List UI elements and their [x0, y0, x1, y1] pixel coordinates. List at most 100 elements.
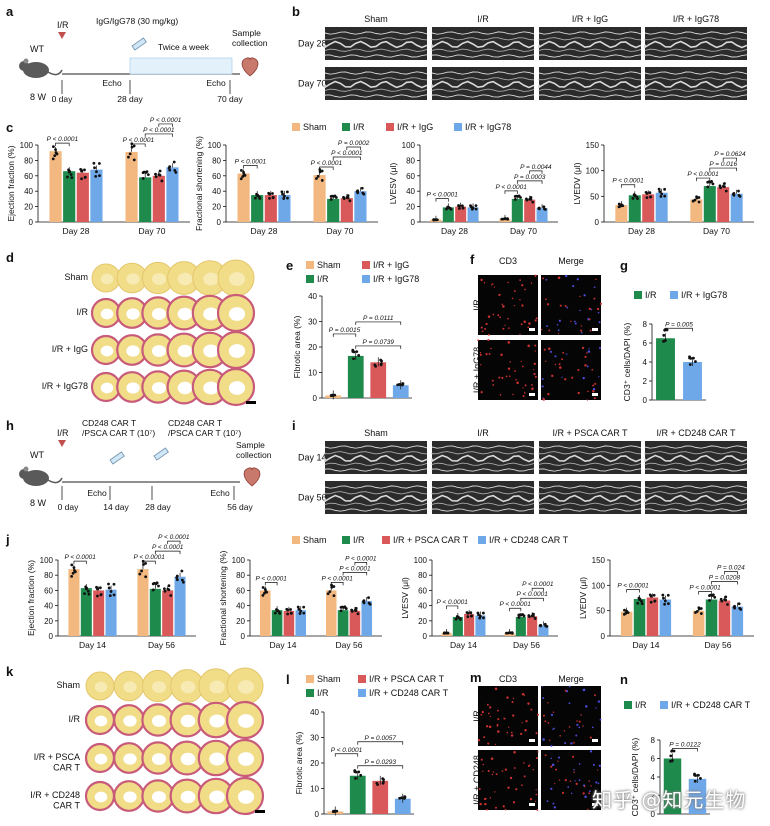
x-tick-label-c1-0: Day 28 — [63, 226, 90, 236]
point-j2-1-1 — [344, 607, 348, 610]
y-tick-label-c3-1: 20 — [406, 203, 415, 212]
pvalue-e-1: P = 0.0015 — [329, 327, 361, 334]
pvalue-j1-3: P < 0.0001 — [158, 534, 190, 541]
pbracket-j1-0 — [73, 560, 87, 565]
mouse-icon-h-head — [19, 469, 29, 479]
point-j1-1-2 — [163, 589, 167, 593]
y-tick-label-e-1: 10 — [308, 369, 317, 378]
point-j1-0-0 — [70, 574, 74, 578]
y-axis-label-j1: Ejection fraction (%) — [26, 560, 36, 636]
point-j1-0-3 — [107, 582, 110, 586]
point-j2-1-3 — [367, 596, 370, 600]
micro-image-f-1-0 — [477, 339, 538, 400]
legend-l2-label-1: I/R + CD248 CAR T — [369, 688, 449, 698]
point-j3-1-1 — [517, 616, 521, 619]
point-n-0 — [670, 759, 674, 762]
pvalue-j1-2: P < 0.0001 — [152, 544, 184, 551]
point-j4-0-2 — [652, 593, 656, 597]
point-j1-0-0 — [70, 563, 74, 567]
point-g-1 — [694, 360, 697, 363]
pvalue-c1-1: P < 0.0001 — [123, 137, 155, 144]
point-g-1 — [692, 356, 695, 360]
bar-c3-1-1 — [511, 198, 523, 222]
point-c1-0-2 — [80, 177, 83, 181]
point-c4-0-3 — [663, 194, 667, 198]
pbracket-j2-3 — [354, 562, 368, 566]
label-day-a-2: 70 day — [217, 94, 243, 104]
heart-section-d-1-0 — [90, 297, 122, 329]
point-j3-1-3 — [545, 624, 549, 628]
legend-j-label-0: Sham — [303, 535, 327, 545]
bar-c4-1-2 — [717, 187, 730, 222]
bar-j4-1-3 — [731, 606, 744, 636]
heart-section-k-3-1 — [113, 780, 145, 812]
heart-section-d-0-0 — [91, 263, 121, 293]
micro-col-m-1: Merge — [558, 674, 584, 684]
point-c3-1-3 — [537, 206, 541, 210]
echo-image-i-1-2 — [538, 481, 642, 514]
x-tick-label-j4-0: Day 14 — [633, 640, 660, 650]
point-c3-0-0 — [432, 218, 436, 221]
heart-section-k-3-5 — [225, 776, 265, 816]
bar-j3-0-2 — [464, 613, 475, 636]
point-j1-1-3 — [175, 578, 179, 582]
point-c2-1-2 — [342, 195, 345, 199]
bar-j2-0-0 — [259, 590, 271, 636]
pbracket-c2-0 — [243, 165, 258, 169]
y-tick-label-l-3: 30 — [310, 734, 319, 743]
point-j4-1-2 — [719, 597, 723, 601]
point-j1-0-0 — [71, 571, 75, 575]
label-echo-a2: Echo — [206, 78, 226, 88]
bar-j3-0-0 — [441, 632, 452, 636]
point-c4-1-1 — [706, 185, 710, 189]
point-n-1 — [697, 773, 700, 777]
pbracket-l-1 — [357, 741, 404, 745]
pbracket-l-2 — [357, 765, 404, 769]
pvalue-c3-0: P < 0.0001 — [426, 192, 458, 199]
legend-n-label-0: I/R — [635, 700, 647, 710]
y-tick-label-c4-3: 150 — [586, 141, 600, 150]
legend-c-label-0: Sham — [303, 122, 327, 132]
point-c2-0-1 — [257, 195, 261, 199]
pbracket-g-0 — [665, 327, 693, 332]
point-j1-1-0 — [140, 569, 143, 573]
point-c2-1-0 — [315, 177, 318, 180]
pbracket-c4-3 — [722, 157, 738, 162]
point-g-1 — [689, 356, 693, 360]
point-j2-0-0 — [265, 590, 269, 594]
point-c1-0-3 — [93, 166, 96, 170]
point-c4-1-2 — [723, 185, 726, 189]
y-tick-label-j4-3: 150 — [592, 556, 606, 565]
pvalue-j4-3: P = 0.024 — [717, 565, 745, 572]
x-tick-label-c3-0: Day 28 — [441, 226, 468, 236]
bar-j1-1-1 — [149, 588, 161, 636]
label-day-h-3: 56 day — [227, 502, 253, 512]
y-tick-label-j3-2: 40 — [418, 602, 427, 611]
heart-row-d-0: Sham — [64, 272, 88, 282]
point-c2-0-3 — [281, 192, 284, 196]
legend-j-label-1: I/R — [353, 535, 365, 545]
legend-g-label-0: I/R — [645, 290, 657, 300]
pbracket-c4-0 — [620, 184, 636, 188]
heart-section-k-1-0 — [84, 704, 116, 736]
point-j2-0-3 — [297, 607, 301, 611]
echo-row-i-0: Day 14 — [298, 453, 327, 463]
chart-j1: 0 20 40 60 80 100 Ejection fraction (%) Day 14 D… — [26, 534, 196, 650]
y-tick-label-j1-0: 0 — [49, 632, 54, 641]
pbracket-e-2 — [355, 345, 402, 349]
y-tick-label-c1-3: 60 — [24, 172, 33, 181]
point-c2-0-0 — [242, 171, 245, 174]
mouse-icon-a-ear — [23, 58, 29, 64]
legend-j-label-2: I/R + PSCA CAR T — [393, 535, 469, 545]
x-tick-label-j2-1: Day 56 — [336, 640, 363, 650]
point-j3-0-1 — [454, 617, 458, 621]
pvalue-n-0: P = 0.0122 — [669, 742, 701, 749]
point-c1-0-2 — [83, 168, 86, 172]
point-c2-0-1 — [255, 192, 258, 196]
pvalue-j2-1: P < 0.0001 — [321, 575, 353, 582]
point-e-1 — [352, 350, 356, 354]
point-j1-1-3 — [175, 574, 179, 578]
bar-j1-1-0 — [137, 569, 149, 636]
bar-j1-0-2 — [93, 590, 105, 636]
echo-col-i-3: I/R + CD248 CAR T — [656, 428, 736, 438]
